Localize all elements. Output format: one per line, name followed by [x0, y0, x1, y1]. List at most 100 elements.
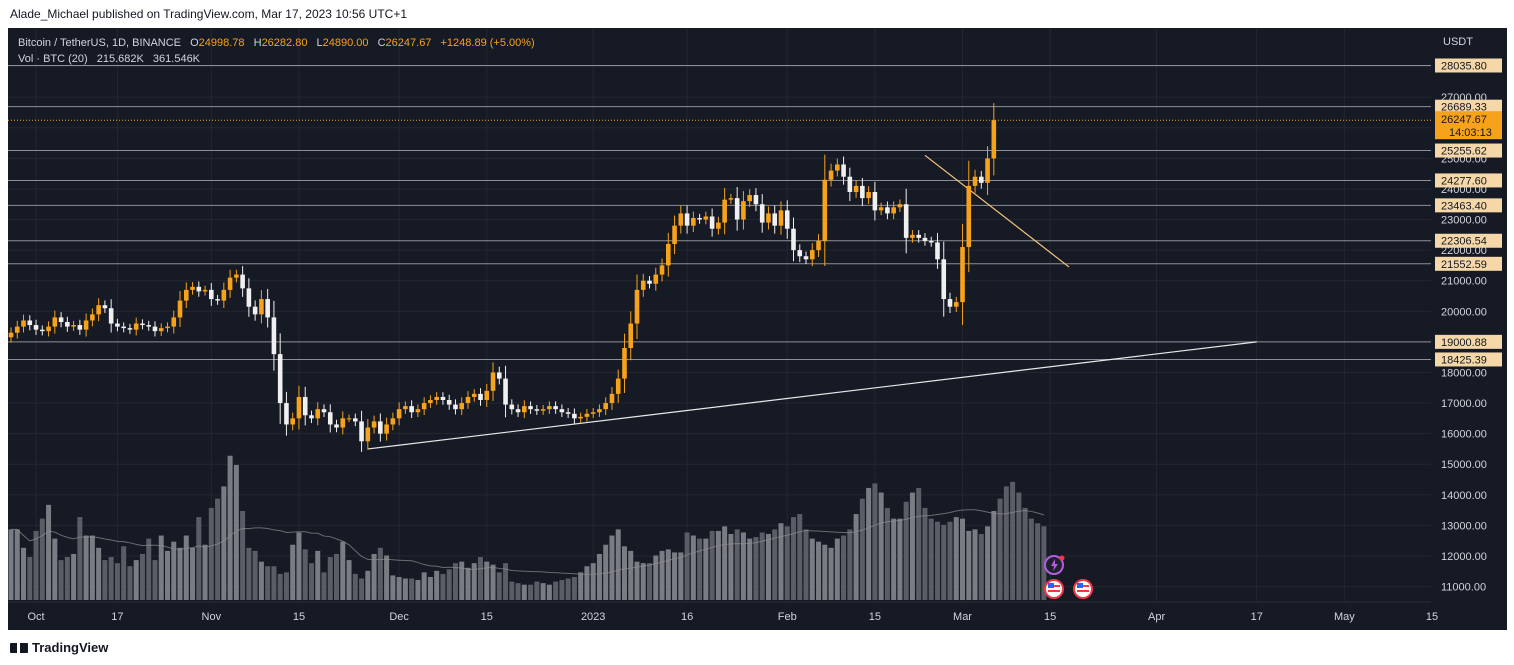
- candle-body: [171, 317, 177, 327]
- volume-bar: [171, 541, 177, 600]
- volume-bar: [434, 570, 440, 600]
- candle-body: [459, 403, 465, 410]
- candle-body: [528, 406, 533, 410]
- candle-body: [590, 412, 596, 414]
- candle-body: [772, 213, 778, 226]
- notification-dot-icon: [1059, 555, 1065, 561]
- volume-bar: [922, 507, 928, 600]
- candle-body: [115, 323, 120, 327]
- candle-body: [327, 412, 333, 425]
- volume-bar: [709, 530, 715, 600]
- legend-close-label: C: [378, 37, 386, 49]
- candle-body: [8, 332, 14, 338]
- volume-bar: [928, 518, 934, 600]
- volume-bar: [83, 535, 89, 600]
- tradingview-logo[interactable]: TradingView: [10, 640, 108, 655]
- us-flag-stripe: [1077, 590, 1089, 592]
- candle-body: [734, 198, 740, 220]
- candle-body: [647, 280, 652, 284]
- volume-bar: [872, 483, 878, 600]
- candle-body: [935, 242, 940, 260]
- volume-bar: [816, 541, 822, 600]
- level-price-label: 21552.59: [1441, 259, 1487, 271]
- volume-bar: [747, 538, 753, 600]
- volume-bar: [703, 538, 709, 600]
- candle-body: [165, 326, 170, 329]
- candle-body: [378, 421, 383, 434]
- candle-body: [653, 274, 659, 284]
- level-price-label: 28035.80: [1441, 60, 1487, 72]
- volume-bar: [803, 529, 809, 600]
- price-tick-label: 16000.00: [1441, 429, 1487, 441]
- volume-bar: [578, 572, 584, 600]
- volume-bar: [947, 521, 953, 600]
- candle-body: [759, 204, 765, 223]
- price-tick-label: 11000.00: [1441, 582, 1486, 594]
- volume-bar: [853, 514, 859, 600]
- volume-bar: [459, 561, 465, 600]
- volume-bar: [615, 529, 621, 600]
- volume-bar: [678, 552, 684, 600]
- volume-bar: [496, 572, 502, 600]
- volume-bar: [528, 584, 534, 600]
- volume-bar: [997, 498, 1003, 600]
- publisher-bar: Alade_Michael published on TradingView.c…: [0, 0, 1514, 28]
- volume-bar: [446, 569, 452, 600]
- volume-bar: [21, 547, 27, 600]
- volume-bar: [515, 583, 521, 600]
- time-tick-label: 17: [1251, 611, 1263, 623]
- volume-bar: [490, 564, 496, 600]
- candle-body: [872, 192, 878, 211]
- candle-body: [90, 314, 95, 321]
- volume-bar: [822, 544, 828, 600]
- volume-bar: [590, 563, 596, 600]
- volume-bar: [559, 580, 565, 600]
- candle-body: [271, 317, 277, 355]
- volume-bar: [797, 514, 803, 600]
- candle-body: [259, 299, 264, 315]
- candle-body: [722, 199, 727, 223]
- volume-bar: [628, 550, 634, 600]
- volume-bar: [308, 563, 314, 600]
- volume-bar: [302, 549, 308, 600]
- candle-body: [440, 396, 446, 401]
- volume-bar: [991, 510, 997, 600]
- time-tick-label: Feb: [778, 611, 797, 623]
- candle-body: [102, 305, 108, 309]
- volume-bar: [484, 561, 490, 600]
- volume-bar: [1003, 486, 1009, 600]
- volume-bar: [866, 487, 872, 600]
- chart-panel[interactable]: 11000.00 12000.00 13000.00 14000.00 15000.00…: [8, 28, 1507, 630]
- candle-body: [766, 213, 771, 223]
- volume-bar: [283, 572, 289, 600]
- candle-body: [490, 372, 496, 391]
- current-price-label: 26247.67: [1441, 114, 1487, 126]
- publisher-text: Alade_Michael published on TradingView.c…: [10, 7, 408, 21]
- candle-body: [371, 421, 377, 428]
- level-price-tag: [1435, 143, 1502, 158]
- volume-bar: [196, 517, 202, 600]
- candle-body: [816, 240, 821, 251]
- volume-bar: [684, 532, 690, 600]
- candle-body: [302, 396, 308, 416]
- current-price-tag: [1435, 111, 1502, 140]
- volume-bar: [759, 532, 765, 600]
- price-tick-label: 13000.00: [1441, 520, 1487, 532]
- volume-bar: [960, 518, 966, 600]
- volume-bar: [340, 541, 346, 600]
- time-tick-label: 17: [111, 611, 123, 623]
- trendline-support: [367, 341, 1257, 450]
- price-chart[interactable]: 11000.00 12000.00 13000.00 14000.00 15000.00…: [8, 28, 1507, 630]
- candle-body: [133, 323, 139, 330]
- volume-bar: [841, 535, 847, 600]
- candle-body: [471, 393, 477, 397]
- price-tick-label: 12000.00: [1441, 551, 1487, 563]
- candle-body: [77, 325, 83, 330]
- candle-body: [146, 325, 152, 327]
- candle-body: [496, 372, 502, 379]
- volume-bar: [271, 566, 277, 600]
- volume-bar: [697, 538, 703, 600]
- legend-close: 26247.67: [386, 37, 432, 49]
- candle-body: [21, 320, 26, 327]
- volume-bar: [165, 550, 170, 600]
